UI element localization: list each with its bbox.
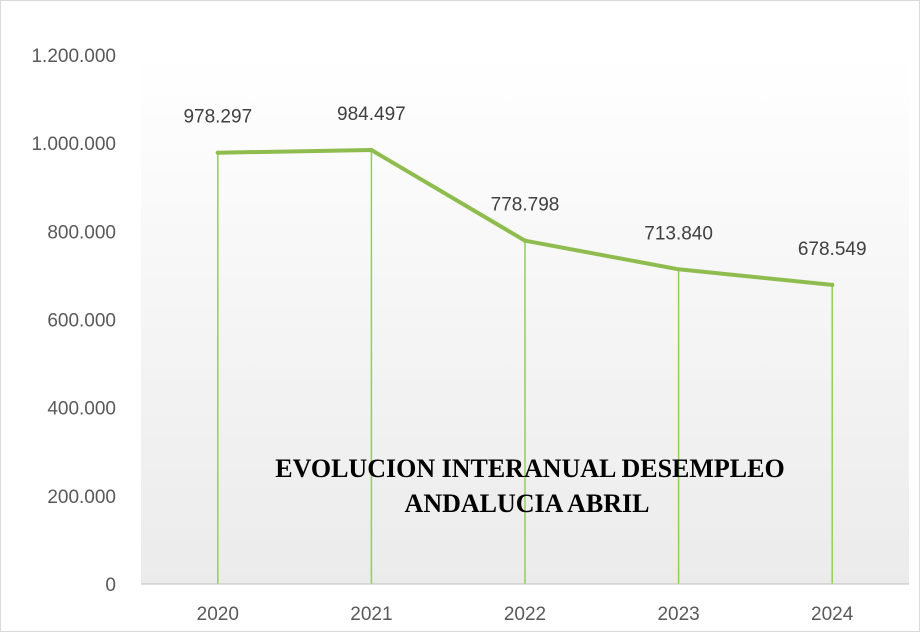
data-point bbox=[523, 238, 527, 243]
x-axis-tick-labels: 2020 2021 2022 2023 2024 bbox=[197, 604, 854, 625]
y-tick-label: 200.000 bbox=[47, 487, 116, 508]
x-tick-label: 2020 bbox=[197, 604, 239, 625]
y-tick-label: 600.000 bbox=[47, 311, 116, 332]
data-label: 778.798 bbox=[491, 195, 560, 216]
data-label: 984.497 bbox=[337, 104, 406, 125]
data-labels: 978.297 984.497 778.798 713.840 678.549 bbox=[183, 104, 866, 260]
x-tick-label: 2021 bbox=[350, 604, 392, 625]
data-label: 978.297 bbox=[183, 107, 252, 128]
y-tick-label: 400.000 bbox=[47, 399, 116, 420]
y-axis-tick-labels: 0 200.000 400.000 600.000 800.000 1.000.000 1.… bbox=[31, 46, 116, 596]
chart-title-line-2: ANDALUCIA ABRIL bbox=[405, 489, 650, 518]
data-point bbox=[215, 150, 220, 155]
data-point bbox=[676, 267, 681, 272]
y-tick-label: 1.000.000 bbox=[31, 134, 116, 155]
x-tick-label: 2023 bbox=[657, 604, 699, 625]
y-tick-label: 1.200.000 bbox=[31, 46, 116, 67]
chart-title-line-1: EVOLUCION INTERANUAL DESEMPLEO bbox=[275, 454, 784, 483]
data-label: 678.549 bbox=[798, 239, 867, 260]
data-label: 713.840 bbox=[644, 223, 713, 244]
series-unemployment bbox=[215, 148, 835, 287]
x-tick-label: 2024 bbox=[811, 604, 854, 625]
y-tick-label: 0 bbox=[105, 575, 116, 596]
x-tick-label: 2022 bbox=[504, 604, 546, 625]
data-point bbox=[830, 282, 835, 287]
y-tick-label: 800.000 bbox=[47, 222, 116, 243]
drop-lines bbox=[217, 150, 833, 584]
data-point bbox=[369, 148, 374, 153]
